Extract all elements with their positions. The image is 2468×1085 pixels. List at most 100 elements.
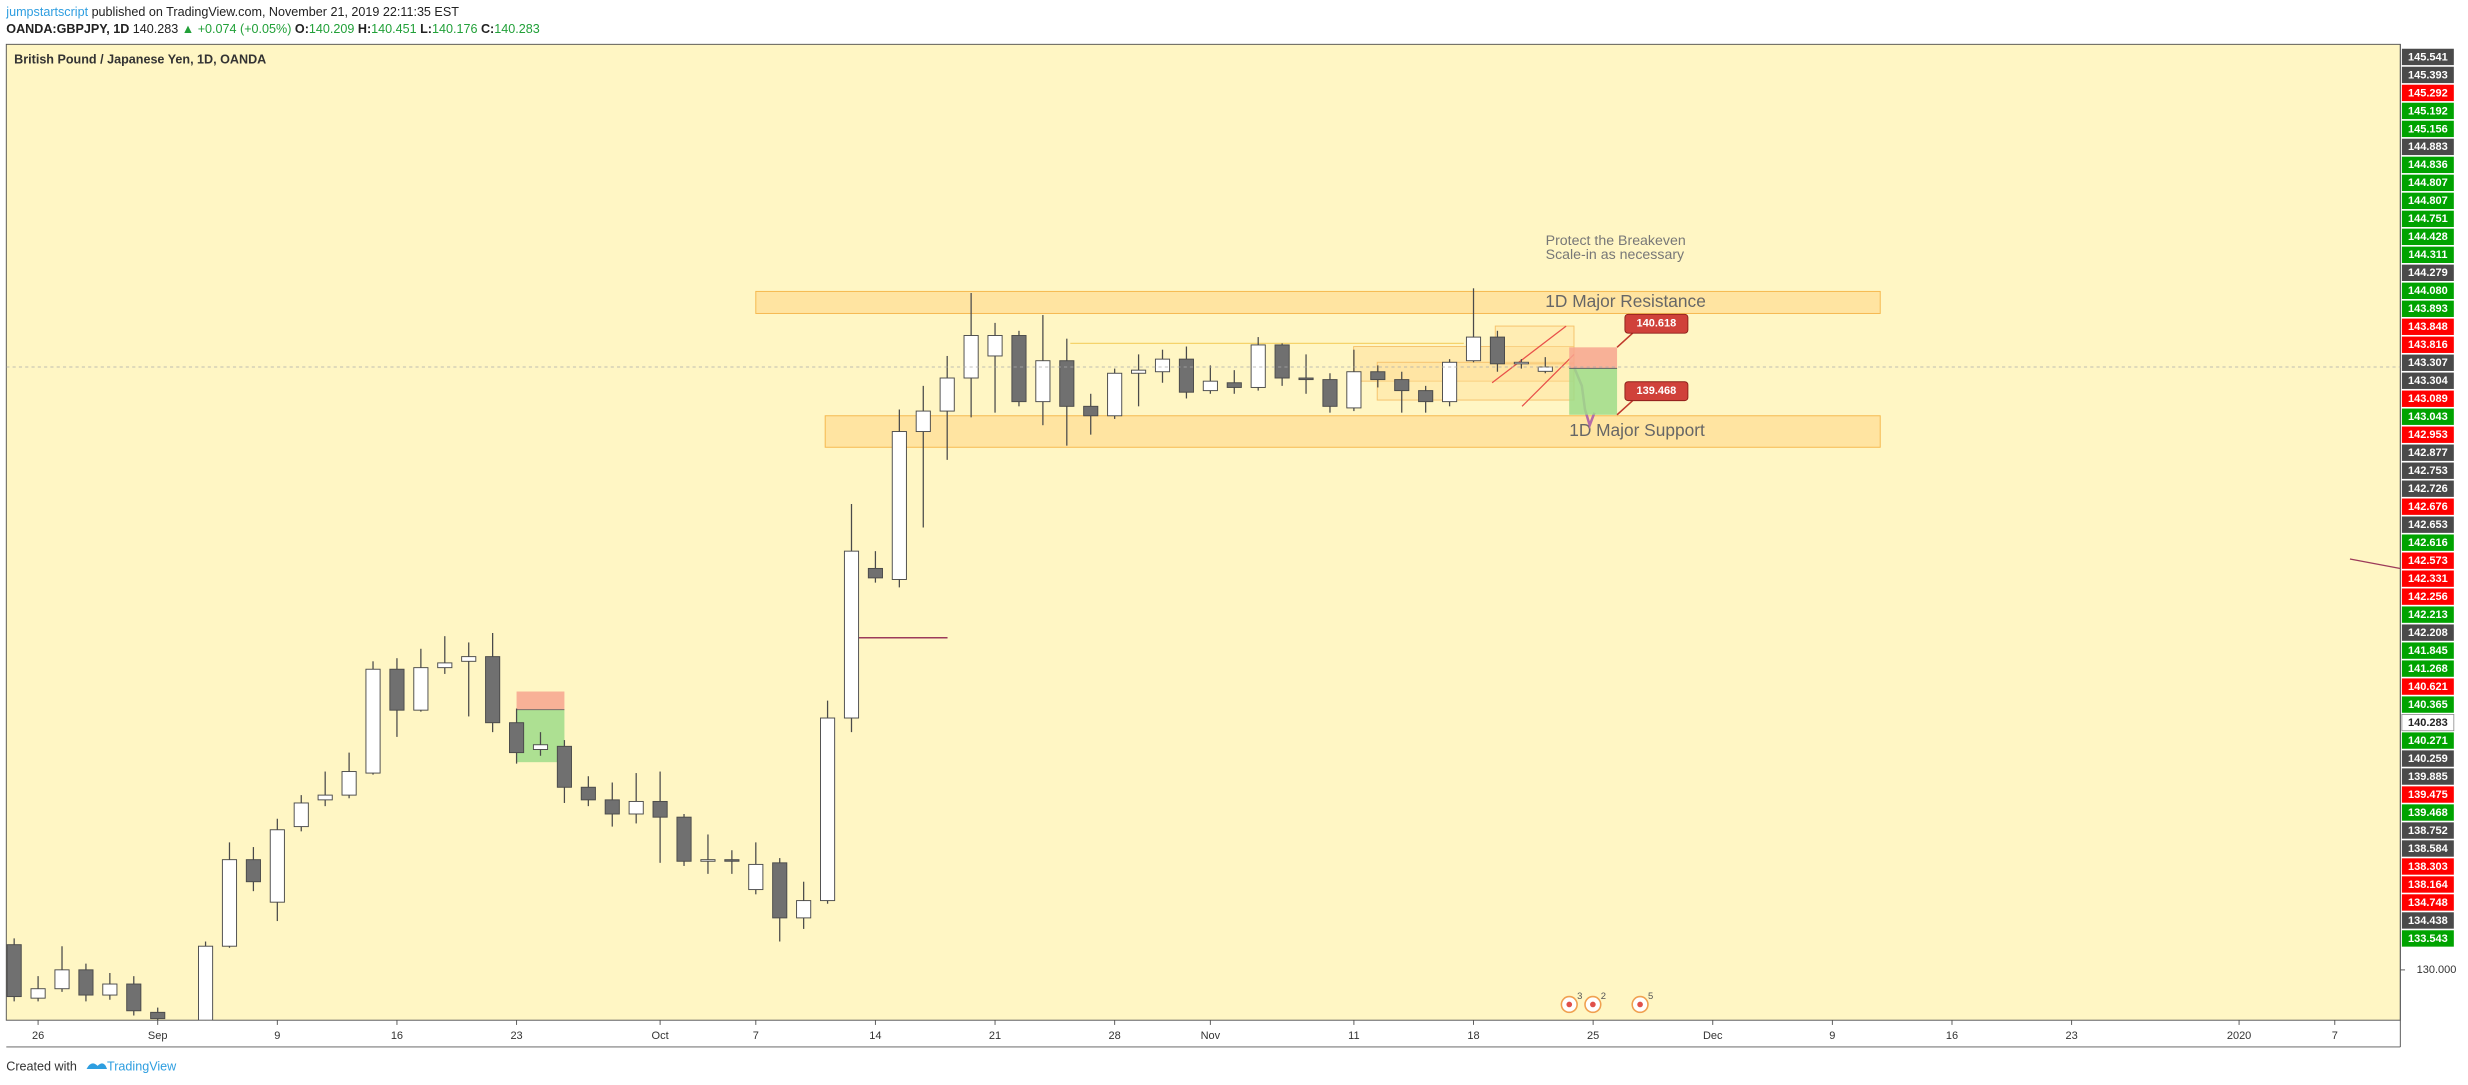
drawings (854, 325, 2401, 639)
price-label-box (2401, 390, 2454, 407)
candle-body (461, 656, 477, 662)
candle-body (365, 668, 381, 774)
x-tick-label: 23 (510, 1030, 522, 1042)
price-label-box (2401, 444, 2454, 461)
o-value: 140.209 (309, 22, 354, 36)
price-label-box (2401, 858, 2454, 875)
price-label: 142.331 (2408, 573, 2448, 585)
price-label-box (2401, 930, 2454, 947)
price-label-box (2401, 66, 2454, 84)
x-tick-label: 21 (989, 1030, 1001, 1042)
price-label: 143.089 (2408, 393, 2448, 405)
price-label: 144.080 (2408, 285, 2448, 297)
price-label-box (2401, 462, 2454, 479)
event-count: 5 (1648, 991, 1653, 1002)
price-label: 144.836 (2408, 159, 2448, 171)
price-label-box (2401, 84, 2454, 102)
price-label: 144.807 (2408, 195, 2448, 207)
candle-body (126, 983, 142, 1012)
price-label: 143.816 (2408, 339, 2448, 351)
price-label-box (2401, 534, 2454, 551)
candle-body (1035, 360, 1051, 403)
price-label: 140.271 (2408, 735, 2448, 747)
note: Scale-in as necessary (1546, 247, 1685, 263)
trend-line (1491, 325, 1567, 384)
candle-body (772, 862, 788, 919)
price-label: 140.621 (2408, 681, 2448, 693)
price-label-box (2401, 48, 2454, 66)
candle-body (1370, 371, 1386, 381)
price-label-box (2401, 174, 2454, 192)
price-label: 143.304 (2408, 375, 2449, 387)
candle-body (1346, 371, 1362, 409)
price-label: 139.475 (2408, 789, 2448, 801)
candle-body (628, 800, 644, 815)
price-label: 143.893 (2408, 303, 2448, 315)
candle-body (245, 859, 261, 883)
candle-body (915, 410, 931, 433)
price-label: 140.259 (2408, 753, 2448, 765)
price-label-box (2401, 696, 2454, 713)
price-label: 142.256 (2408, 591, 2448, 603)
candle-body (700, 859, 716, 862)
candle-body (1178, 358, 1194, 393)
price-label-box (2401, 138, 2454, 156)
x-tick-label: Dec (1703, 1030, 1723, 1042)
x-tick-label: 7 (2332, 1030, 2338, 1042)
price-label: 141.268 (2408, 663, 2448, 675)
header-line-2: OANDA:GBPJPY, 1D 140.283 ▲ +0.074 (+0.05… (6, 22, 539, 36)
callout-box (1624, 381, 1689, 402)
price-label-box (2401, 750, 2454, 767)
price-label-box (2401, 156, 2454, 174)
x-tick-label: Oct (652, 1030, 669, 1042)
price-label-box (2401, 480, 2454, 497)
l-label: L: (420, 22, 432, 36)
price-label-box (2401, 894, 2454, 911)
footer-brand: TradingView (107, 1060, 177, 1074)
price-label-box (2401, 822, 2454, 839)
price-label: 142.573 (2408, 555, 2448, 567)
x-tick-label: Nov (1201, 1030, 1221, 1042)
event-count: 2 (1601, 991, 1606, 1002)
price-label-box (2401, 786, 2454, 803)
stop-zone (1569, 347, 1618, 369)
candle-body (1107, 372, 1123, 417)
candle-body (1131, 369, 1147, 374)
candle-body (987, 335, 1003, 357)
h-label: H: (358, 22, 371, 36)
x-tick-label: 9 (274, 1030, 280, 1042)
candle-body (1537, 366, 1553, 372)
price-label: 143.307 (2408, 357, 2448, 369)
price-label: 142.726 (2408, 483, 2448, 495)
candle-body (1083, 405, 1099, 417)
axis-layer: 26 Sep 9 16 23 Oct 7 14 21 28 Nov 11 18 25 Dec 9 16 23 202… (6, 48, 2456, 1042)
price-label-box (2401, 282, 2454, 299)
line-drawing (2349, 558, 2401, 570)
price-label-box (2401, 804, 2454, 821)
x-tick-label: 14 (869, 1030, 881, 1042)
candle-body (54, 969, 70, 990)
price-label-box (2401, 426, 2454, 443)
callout-box (1624, 313, 1689, 334)
price-label: 134.748 (2408, 897, 2448, 909)
price-label-box (2401, 372, 2454, 389)
candle-body (317, 794, 333, 801)
price-label: 140.283 (2408, 717, 2448, 729)
x-tick-label: 16 (1946, 1030, 1958, 1042)
price-label: 138.164 (2408, 879, 2449, 891)
price-label-box (2401, 120, 2454, 138)
price-label-box (2401, 876, 2454, 893)
price-label: 141.845 (2408, 645, 2448, 657)
candle-body (1465, 336, 1482, 362)
candle-body (341, 771, 357, 796)
candle-body (293, 802, 309, 828)
callout-label: 140.618 (1637, 318, 1677, 330)
author: jumpstartscript (5, 5, 88, 19)
price-label-box (2401, 264, 2454, 281)
price-label: 144.807 (2408, 177, 2448, 189)
price-label-box (2401, 498, 2454, 515)
callout-label: 139.468 (1637, 385, 1677, 397)
candle-body (963, 335, 979, 379)
price-label-box (2401, 642, 2454, 659)
